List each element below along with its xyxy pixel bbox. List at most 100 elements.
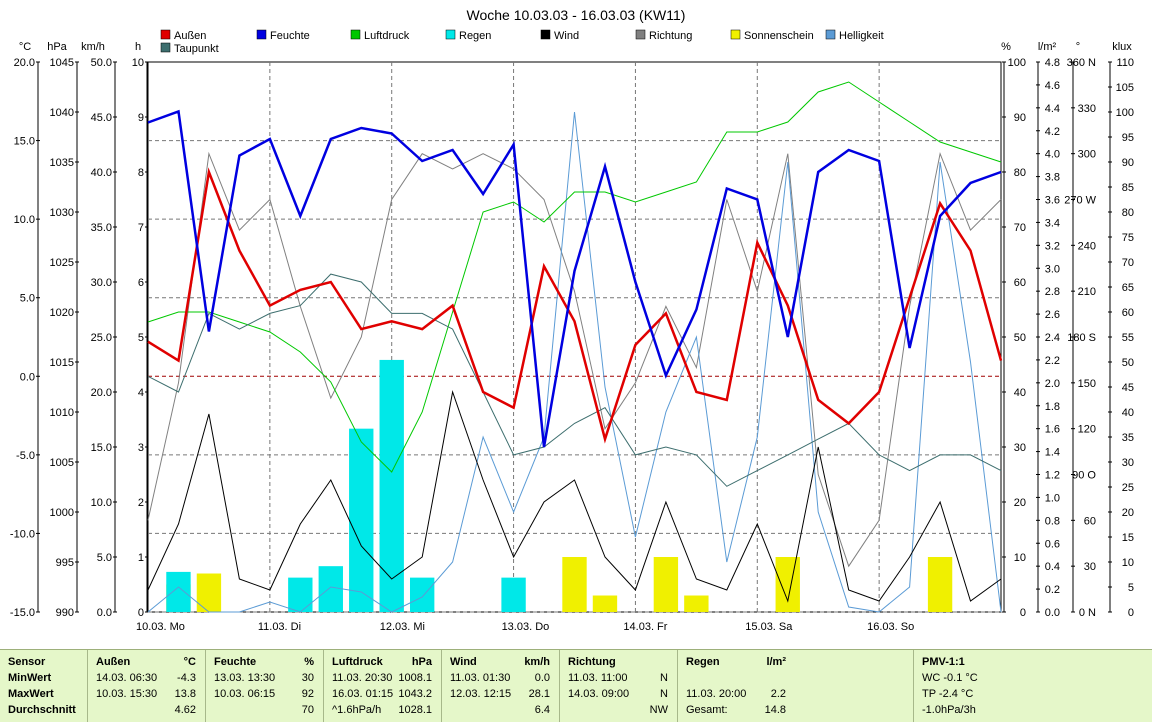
axis-label-sun-4: 6 — [138, 277, 144, 289]
axis-label-pressure-9: 1000 — [50, 507, 74, 519]
axis-label-sun-5: 5 — [138, 332, 144, 344]
stats-feuchte-header: Feuchte — [214, 656, 257, 668]
stats-sensor-header: Sensor — [8, 656, 46, 668]
axis-label-direction-2: 300 — [1078, 149, 1096, 161]
axis-label-pressure-11: 990 — [56, 607, 74, 619]
axis-label-rain-1: 4.6 — [1045, 80, 1060, 92]
stats-pmv-value-0: WC -0.1 °C — [922, 672, 978, 684]
axis-label-wind-1: 45.0 — [91, 112, 112, 124]
axis-label-brightness-10: 60 — [1122, 307, 1134, 319]
bar-regen-6 — [318, 566, 343, 612]
legend-label-0: Außen — [174, 30, 206, 42]
axis-label-humidity-6: 40 — [1014, 387, 1026, 399]
axis-label-rain-16: 1.6 — [1045, 424, 1060, 436]
axis-label-brightness-2: 100 — [1116, 107, 1134, 119]
axis-label-brightness-20: 10 — [1122, 557, 1134, 569]
axis-label-rain-8: 3.2 — [1045, 240, 1060, 252]
stats-feuchte-value-0: 30 — [301, 672, 314, 684]
axis-label-brightness-3: 95 — [1122, 132, 1134, 144]
axis-label-sun-9: 1 — [138, 552, 144, 564]
stats-aussen-unit: °C — [183, 656, 196, 668]
axis-label-brightness-19: 15 — [1122, 532, 1134, 544]
axis-label-rain-19: 1.0 — [1045, 492, 1060, 504]
axis-label-rain-14: 2.0 — [1045, 378, 1060, 390]
chart-marks — [147, 81, 1003, 613]
stats-wind-date-1: 12.03. 12:15 — [450, 688, 512, 700]
bar-sonnenschein-21 — [775, 557, 800, 612]
stats-regen-value-2: 14.8 — [764, 704, 786, 716]
legend-swatch-1 — [160, 42, 171, 53]
axis-label-temp-6: -10.0 — [10, 528, 35, 540]
axis-label-direction-8: 120 — [1078, 424, 1096, 436]
bar-regen-5 — [288, 577, 313, 612]
bar-regen-7 — [349, 428, 374, 612]
axis-unit-humidity: % — [1001, 41, 1011, 53]
stats-wind-value-0: 0.0 — [534, 672, 550, 684]
axis-label-rain-0: 4.8 — [1045, 57, 1060, 69]
axis-label-rain-15: 1.8 — [1045, 401, 1060, 413]
legend-label-7: Sonnenschein — [744, 30, 814, 42]
axis-label-sun-7: 3 — [138, 442, 144, 454]
stats-aussen-value-1: 13.8 — [174, 688, 196, 700]
bar-sonnenschein-18 — [684, 595, 709, 612]
stats-pmv-header: PMV-1:1 — [922, 656, 965, 668]
x-tick-label-4: 14.03. Fr — [623, 621, 667, 633]
axis-unit-wind: km/h — [81, 41, 105, 53]
axis-label-pressure-10: 995 — [56, 557, 74, 569]
stats-feuchte-unit: % — [304, 656, 314, 668]
stats-richtung-header: Richtung — [568, 656, 616, 668]
chart-title: Woche 10.03.03 - 16.03.03 (KW11) — [467, 7, 686, 23]
line-helligkeit — [147, 111, 1002, 613]
axis-label-wind-5: 25.0 — [91, 332, 112, 344]
axis-label-direction-5: 210 — [1078, 286, 1096, 298]
axis-label-temp-0: 20.0 — [14, 57, 35, 69]
legend-swatch-4 — [445, 29, 456, 40]
legend-swatch-5 — [540, 29, 551, 40]
legend-label-2: Feuchte — [270, 30, 310, 42]
bar-sonnenschein-14 — [562, 557, 587, 612]
axis-label-brightness-21: 5 — [1128, 582, 1134, 594]
axis-label-temp-1: 15.0 — [14, 136, 35, 148]
axis-label-sun-3: 7 — [138, 222, 144, 234]
stats-richtung-value-2: NW — [649, 704, 668, 716]
legend-swatch-0 — [160, 29, 171, 40]
axis-label-rain-11: 2.6 — [1045, 309, 1060, 321]
axis-label-humidity-9: 10 — [1014, 552, 1026, 564]
stats-aussen-header: Außen — [96, 656, 131, 668]
stats-panel: Sensor MinWert MaxWert Durchschnitt Auße… — [0, 649, 1152, 722]
axis-label-brightness-6: 80 — [1122, 207, 1134, 219]
axis-label-wind-7: 15.0 — [91, 442, 112, 454]
axis-label-pressure-3: 1030 — [50, 207, 74, 219]
axis-unit-temp: °C — [19, 41, 31, 53]
stats-regen-unit: l/m² — [766, 656, 786, 668]
axis-label-brightness-9: 65 — [1122, 282, 1134, 294]
axis-label-humidity-3: 70 — [1014, 222, 1026, 234]
stats-pmv-value-2: -1.0hPa/3h — [922, 704, 976, 716]
x-tick-label-0: 10.03. Mo — [136, 621, 185, 633]
axis-label-direction-9: 90 O — [1072, 470, 1096, 482]
legend-label-4: Regen — [459, 30, 491, 42]
line-feuchte — [147, 109, 1002, 448]
x-tick-label-1: 11.03. Di — [258, 621, 301, 633]
axis-label-wind-4: 30.0 — [91, 277, 112, 289]
stats-regen-date-2: Gesamt: — [686, 704, 728, 716]
axis-label-wind-2: 40.0 — [91, 167, 112, 179]
line-außen — [147, 167, 1003, 444]
stats-wind-unit: km/h — [524, 656, 550, 668]
bar-regen-8 — [379, 359, 404, 612]
axis-label-direction-3: 270 W — [1064, 195, 1096, 207]
legend-label-8: Helligkeit — [839, 30, 884, 42]
stats-feuchte-date-1: 10.03. 06:15 — [214, 688, 276, 700]
bar-regen-1 — [166, 571, 191, 612]
axis-label-rain-17: 1.4 — [1045, 447, 1060, 459]
axis-label-direction-7: 150 — [1078, 378, 1096, 390]
axis-label-humidity-5: 50 — [1014, 332, 1026, 344]
x-tick-label-2: 12.03. Mi — [380, 621, 425, 633]
axis-label-rain-10: 2.8 — [1045, 286, 1060, 298]
stats-feuchte-date-0: 13.03. 13:30 — [214, 672, 276, 684]
axis-label-rain-3: 4.2 — [1045, 126, 1060, 138]
stats-luftdruck-value-1: 1043.2 — [398, 688, 432, 700]
axis-label-humidity-4: 60 — [1014, 277, 1026, 289]
stats-luftdruck-header: Luftdruck — [332, 656, 383, 668]
